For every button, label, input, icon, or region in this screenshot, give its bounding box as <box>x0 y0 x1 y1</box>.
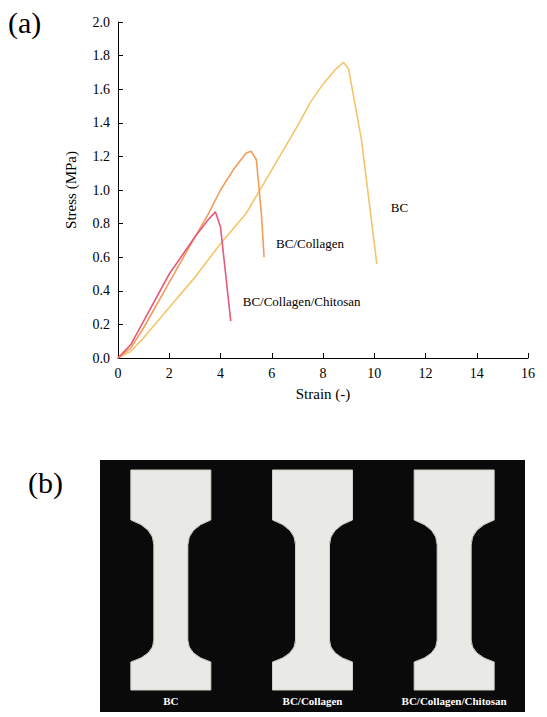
svg-text:BC/Collagen/Chitosan: BC/Collagen/Chitosan <box>402 695 507 707</box>
svg-text:6: 6 <box>268 366 275 381</box>
svg-text:0.4: 0.4 <box>93 283 111 298</box>
svg-text:1.0: 1.0 <box>93 183 111 198</box>
svg-text:12: 12 <box>419 366 433 381</box>
svg-text:0: 0 <box>115 366 122 381</box>
svg-text:0.0: 0.0 <box>93 351 111 366</box>
svg-text:16: 16 <box>521 366 535 381</box>
svg-text:2: 2 <box>166 366 173 381</box>
html-text:(a): (a) <box>8 6 42 39</box>
svg-text:10: 10 <box>367 366 381 381</box>
svg-text:BC: BC <box>163 695 178 707</box>
svg-text:1.6: 1.6 <box>93 82 111 97</box>
svg-text:0.8: 0.8 <box>93 216 111 231</box>
svg-text:Strain (-): Strain (-) <box>296 386 351 403</box>
svg-text:BC/Collagen: BC/Collagen <box>283 695 343 707</box>
svg-text:8: 8 <box>320 366 327 381</box>
svg-text:0.6: 0.6 <box>93 250 111 265</box>
svg-text:1.4: 1.4 <box>93 115 111 130</box>
html-text:(b): (b) <box>28 466 63 499</box>
svg-text:4: 4 <box>217 366 224 381</box>
svg-text:1.8: 1.8 <box>93 48 111 63</box>
svg-text:BC/Collagen/Chitosan: BC/Collagen/Chitosan <box>243 294 361 309</box>
svg-text:BC: BC <box>391 200 408 215</box>
svg-text:2.0: 2.0 <box>93 15 111 30</box>
svg-text:14: 14 <box>470 366 484 381</box>
svg-text:1.2: 1.2 <box>93 149 111 164</box>
svg-text:BC/Collagen: BC/Collagen <box>276 236 344 251</box>
svg-text:0.2: 0.2 <box>93 317 111 332</box>
svg-text:Stress (MPa): Stress (MPa) <box>63 151 80 229</box>
